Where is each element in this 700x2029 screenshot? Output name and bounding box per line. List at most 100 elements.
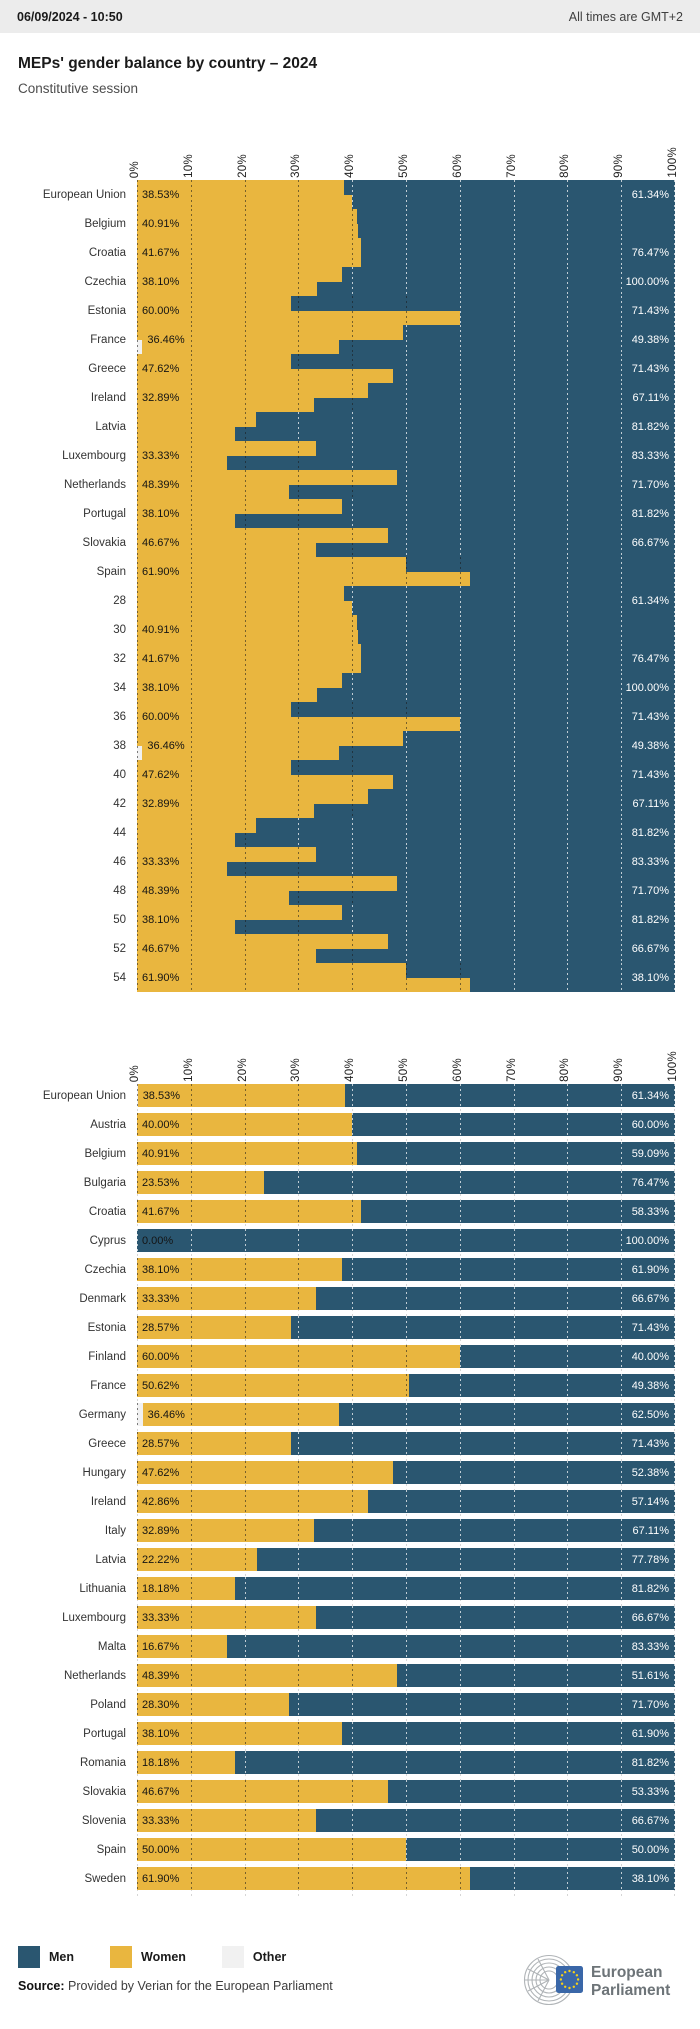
- axis-tick-label: 90%: [613, 1058, 626, 1082]
- bar-women-segment: [137, 296, 291, 311]
- stacked-bar: 36.46% 49.38%: [137, 731, 675, 760]
- bar-men-segment: [361, 658, 675, 673]
- chart-row: Latvia 81.82%: [0, 412, 700, 441]
- bar-men-segment: [290, 1432, 675, 1455]
- stacked-bar: 38.10% 100.00%: [137, 267, 675, 296]
- bar-men-segment: [344, 180, 675, 195]
- header-bar: 06/09/2024 - 10:50 All times are GMT+2: [0, 0, 700, 33]
- women-value-label: 38.53%: [142, 188, 180, 201]
- women-value-label: 40.91%: [142, 1147, 180, 1160]
- axis-tick-label: 20%: [236, 154, 249, 178]
- stacked-bar: 41.67% 76.47%: [137, 644, 675, 673]
- chart-row: Belgium 40.91% 59.09%: [0, 1142, 700, 1171]
- bar-men-segment: [290, 1316, 675, 1339]
- men-value-label: 81.82%: [631, 420, 669, 433]
- row-label: Greece: [88, 362, 126, 375]
- bar-women-segment: [137, 325, 403, 340]
- bar-women-segment: [137, 1664, 398, 1687]
- men-value-label: 38.10%: [631, 1872, 669, 1885]
- bar-men-segment: [361, 238, 675, 253]
- bar-women-segment: [137, 963, 406, 978]
- men-value-label: 66.67%: [631, 942, 669, 955]
- men-value-label: 49.38%: [631, 333, 669, 346]
- chart-row: Greece 47.62% 71.43%: [0, 354, 700, 383]
- row-label: France: [90, 1379, 126, 1392]
- men-value-label: 76.47%: [631, 246, 669, 259]
- bar-men-segment: [352, 600, 675, 615]
- chart-row: Romania 18.18% 81.82%: [0, 1751, 700, 1780]
- women-value-label: 50.62%: [142, 1379, 180, 1392]
- men-value-label: 81.82%: [631, 1756, 669, 1769]
- chart-row: Netherlands 48.39% 71.70%: [0, 470, 700, 499]
- chart-row: 34 38.10% 100.00%: [0, 673, 700, 702]
- men-value-label: 61.34%: [631, 1089, 669, 1102]
- stacked-bar: 32.89% 67.11%: [137, 1519, 675, 1542]
- row-label: Austria: [90, 1118, 126, 1131]
- bar-men-segment: [344, 586, 675, 601]
- row-label: 50: [113, 913, 126, 926]
- bar-men-segment: [338, 339, 675, 354]
- bar-women-segment: [137, 1084, 345, 1107]
- stacked-bar: 33.33% 66.67%: [137, 1287, 675, 1310]
- women-value-label: 36.46%: [147, 333, 185, 346]
- bar-men-segment: [344, 1084, 675, 1107]
- bar-men-segment: [289, 890, 675, 905]
- women-value-label: 47.62%: [142, 1466, 180, 1479]
- bar-women-segment: [137, 238, 362, 253]
- row-label: 42: [113, 797, 126, 810]
- bar-men-segment: [316, 1606, 675, 1629]
- men-value-label: 71.43%: [631, 1321, 669, 1334]
- men-value-label: 71.43%: [631, 768, 669, 781]
- stacked-bar: 16.67% 83.33%: [137, 1635, 675, 1658]
- women-value-label: 41.67%: [142, 1205, 180, 1218]
- chart-row: Germany 36.46% 62.50%: [0, 1403, 700, 1432]
- bar-women-segment: [137, 789, 368, 804]
- men-value-label: 66.67%: [631, 1292, 669, 1305]
- axis-tick-label: 50%: [398, 1058, 410, 1082]
- bar-women-segment: [137, 281, 318, 296]
- bar-men-segment: [316, 441, 675, 456]
- row-label: 40: [113, 768, 126, 781]
- women-value-label: 41.67%: [142, 246, 180, 259]
- legend-label-men: Men: [49, 1950, 74, 1964]
- bar-women-segment: [137, 426, 235, 441]
- stacked-bar: 41.67% 76.47%: [137, 238, 675, 267]
- bar-women-segment: [137, 354, 291, 369]
- women-value-label: 60.00%: [142, 304, 180, 317]
- bar-men-segment: [290, 702, 675, 717]
- men-value-label: 66.67%: [631, 1814, 669, 1827]
- bar-women-segment: [137, 1461, 394, 1484]
- stacked-bar: 32.89% 67.11%: [137, 383, 675, 412]
- bar-men-segment: [341, 905, 675, 920]
- women-value-label: 36.46%: [147, 739, 185, 752]
- bar-men-segment: [357, 1142, 675, 1165]
- men-value-label: 38.10%: [631, 971, 669, 984]
- row-label: 52: [113, 942, 126, 955]
- bar-women-segment: [137, 499, 342, 514]
- bar-women-segment: [137, 1316, 291, 1339]
- bar-men-segment: [397, 470, 675, 485]
- bar-women-segment: [137, 948, 317, 963]
- row-label: Belgium: [84, 217, 126, 230]
- legend-label-women: Women: [141, 1950, 186, 1964]
- men-value-label: 50.00%: [631, 1843, 669, 1856]
- stacked-bar: 40.00% 60.00%: [137, 1113, 675, 1136]
- women-value-label: 32.89%: [142, 797, 180, 810]
- chart-row: European Union 38.53% 61.34%: [0, 1084, 700, 1113]
- stacked-bar: 0.00% 100.00%: [137, 1229, 675, 1252]
- chart-row: 48 48.39% 71.70%: [0, 876, 700, 905]
- women-value-label: 61.90%: [142, 971, 180, 984]
- logo-text-line2: Parliament: [591, 1982, 670, 1999]
- stacked-bar: 46.67% 53.33%: [137, 1780, 675, 1803]
- bar-women-segment: [137, 702, 291, 717]
- bar-men-segment: [361, 644, 675, 659]
- row-label: Spain: [96, 1843, 126, 1856]
- chart-row: Estonia 60.00% 71.43%: [0, 296, 700, 325]
- chart-row: Ireland 42.86% 57.14%: [0, 1490, 700, 1519]
- stacked-bar: 38.10% 100.00%: [137, 673, 675, 702]
- row-label: 38: [113, 739, 126, 752]
- women-value-label: 40.91%: [142, 217, 180, 230]
- stacked-bar: 47.62% 71.43%: [137, 760, 675, 789]
- bar-women-segment: [137, 267, 342, 282]
- stacked-bar: 23.53% 76.47%: [137, 1171, 675, 1194]
